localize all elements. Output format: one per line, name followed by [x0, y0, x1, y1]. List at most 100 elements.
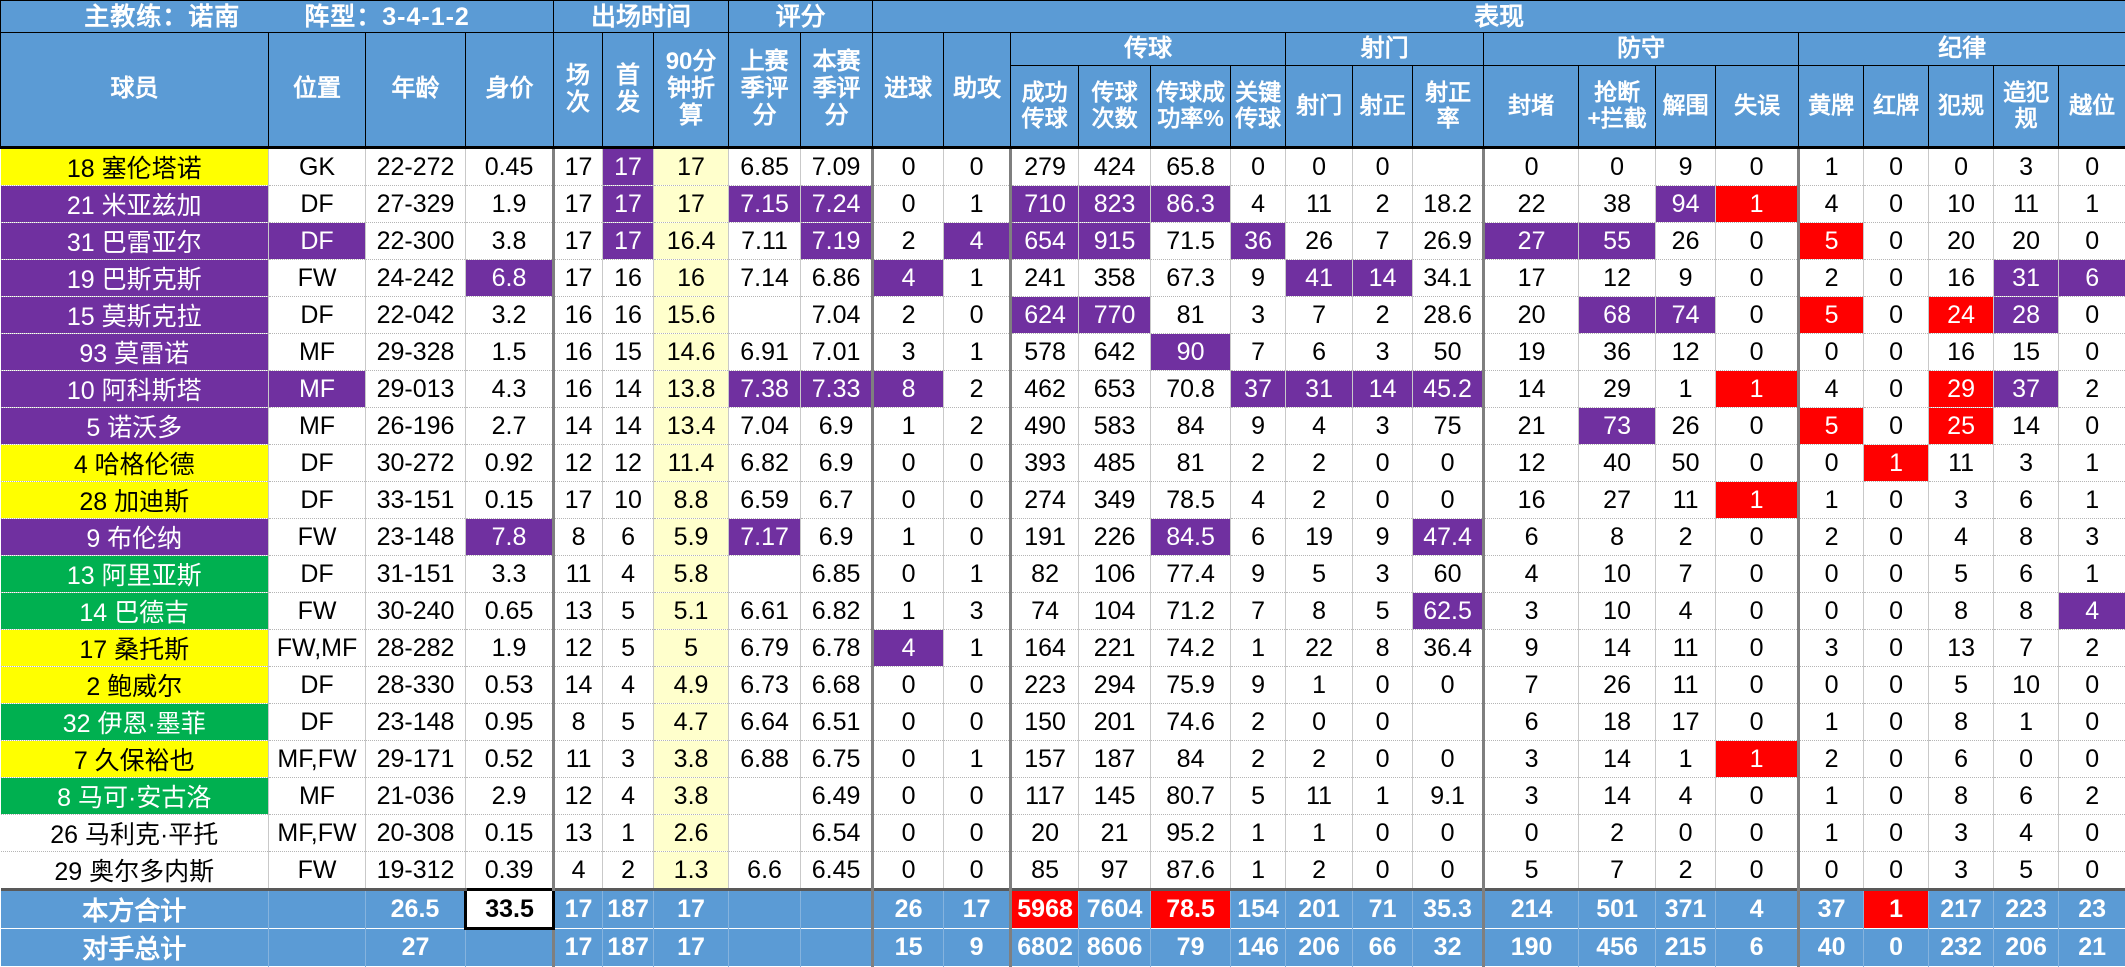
cell-goals[interactable]: 3 — [873, 334, 944, 371]
cell-rating-current[interactable]: 6.85 — [801, 556, 873, 593]
cell-position[interactable]: DF — [269, 667, 366, 704]
cell-red-cards[interactable]: 1 — [1864, 890, 1929, 929]
cell-rating-current[interactable]: 6.9 — [801, 519, 873, 556]
cell-key-passes[interactable]: 2 — [1231, 704, 1286, 741]
cell-assists[interactable]: 2 — [944, 371, 1011, 408]
cell-position[interactable]: DF — [269, 482, 366, 519]
cell-fouls-drawn[interactable]: 6 — [1994, 482, 2059, 519]
cell-red-cards[interactable]: 0 — [1864, 260, 1929, 297]
cell-shots[interactable]: 0 — [1286, 148, 1353, 186]
cell-shot-accuracy[interactable]: 0 — [1413, 482, 1484, 519]
cell-fouls[interactable]: 10 — [1929, 186, 1994, 223]
cell-errors[interactable]: 0 — [1716, 667, 1799, 704]
cell-goals[interactable]: 0 — [873, 852, 944, 890]
cell-per90[interactable]: 8.8 — [654, 482, 729, 519]
cell-passes-completed[interactable]: 710 — [1011, 186, 1079, 223]
cell-value[interactable]: 0.15 — [466, 482, 554, 519]
cell-tackles-interceptions[interactable]: 68 — [1579, 297, 1656, 334]
cell-apps[interactable]: 17 — [554, 482, 603, 519]
cell-rating-last[interactable]: 6.6 — [729, 852, 801, 890]
cell-tackles-interceptions[interactable]: 2 — [1579, 815, 1656, 852]
cell-rating-current[interactable]: 6.82 — [801, 593, 873, 630]
cell-pass-pct[interactable]: 77.4 — [1151, 556, 1231, 593]
cell-pass-pct[interactable]: 81 — [1151, 445, 1231, 482]
cell-age[interactable]: 27 — [366, 929, 466, 967]
cell-per90[interactable]: 14.6 — [654, 334, 729, 371]
cell-blocks[interactable]: 21 — [1484, 408, 1579, 445]
cell-clearances[interactable]: 4 — [1656, 593, 1716, 630]
cell-value[interactable]: 7.8 — [466, 519, 554, 556]
cell-fouls-drawn[interactable]: 3 — [1994, 445, 2059, 482]
cell-clearances[interactable]: 74 — [1656, 297, 1716, 334]
cell-key-passes[interactable]: 2 — [1231, 741, 1286, 778]
cell-position[interactable]: MF — [269, 778, 366, 815]
cell-shot-accuracy[interactable]: 26.9 — [1413, 223, 1484, 260]
cell-blocks[interactable]: 190 — [1484, 929, 1579, 967]
cell-fouls-drawn[interactable]: 206 — [1994, 929, 2059, 967]
cell-rating-current[interactable]: 6.68 — [801, 667, 873, 704]
cell-clearances[interactable]: 11 — [1656, 482, 1716, 519]
cell-fouls[interactable]: 5 — [1929, 556, 1994, 593]
cell-position[interactable]: GK — [269, 148, 366, 186]
cell-passes-completed[interactable]: 393 — [1011, 445, 1079, 482]
cell-per90[interactable]: 5.9 — [654, 519, 729, 556]
cell-clearances[interactable]: 9 — [1656, 148, 1716, 186]
cell-value[interactable]: 3.2 — [466, 297, 554, 334]
cell-per90[interactable]: 15.6 — [654, 297, 729, 334]
cell-rating-current[interactable]: 7.33 — [801, 371, 873, 408]
cell-offsides[interactable]: 21 — [2059, 929, 2125, 967]
cell-goals[interactable]: 0 — [873, 778, 944, 815]
cell-shot-accuracy[interactable]: 62.5 — [1413, 593, 1484, 630]
cell-pass-pct[interactable]: 65.8 — [1151, 148, 1231, 186]
cell-pass-attempts[interactable]: 226 — [1079, 519, 1151, 556]
cell-age[interactable]: 23-148 — [366, 519, 466, 556]
cell-shots-on-target[interactable]: 66 — [1353, 929, 1413, 967]
cell-pass-attempts[interactable]: 424 — [1079, 148, 1151, 186]
cell-shot-accuracy[interactable]: 75 — [1413, 408, 1484, 445]
cell-value[interactable]: 0.95 — [466, 704, 554, 741]
cell-apps[interactable]: 12 — [554, 445, 603, 482]
cell-per90[interactable]: 17 — [654, 890, 729, 929]
cell-clearances[interactable]: 1 — [1656, 741, 1716, 778]
cell-starts[interactable]: 1 — [603, 815, 654, 852]
cell-tackles-interceptions[interactable]: 456 — [1579, 929, 1656, 967]
cell-per90[interactable]: 2.6 — [654, 815, 729, 852]
cell-goals[interactable]: 0 — [873, 667, 944, 704]
cell-offsides[interactable]: 0 — [2059, 704, 2125, 741]
cell-blocks[interactable]: 9 — [1484, 630, 1579, 667]
cell-goals[interactable]: 8 — [873, 371, 944, 408]
cell-rating-last[interactable]: 6.73 — [729, 667, 801, 704]
cell-rating-current[interactable]: 6.78 — [801, 630, 873, 667]
cell-fouls[interactable]: 8 — [1929, 704, 1994, 741]
cell-fouls-drawn[interactable]: 0 — [1994, 741, 2059, 778]
cell-apps[interactable]: 8 — [554, 519, 603, 556]
player-name-cell[interactable]: 2 鲍威尔 — [1, 667, 269, 704]
cell-fouls[interactable]: 4 — [1929, 519, 1994, 556]
cell-shots-on-target[interactable]: 9 — [1353, 519, 1413, 556]
cell-apps[interactable]: 17 — [554, 223, 603, 260]
cell-starts[interactable]: 16 — [603, 260, 654, 297]
cell-age[interactable]: 22-272 — [366, 148, 466, 186]
cell-key-passes[interactable]: 7 — [1231, 593, 1286, 630]
cell-assists[interactable]: 0 — [944, 704, 1011, 741]
cell-passes-completed[interactable]: 462 — [1011, 371, 1079, 408]
cell-blocks[interactable]: 19 — [1484, 334, 1579, 371]
cell-errors[interactable]: 0 — [1716, 334, 1799, 371]
cell-age[interactable]: 24-242 — [366, 260, 466, 297]
cell-offsides[interactable]: 23 — [2059, 890, 2125, 929]
cell-red-cards[interactable]: 0 — [1864, 815, 1929, 852]
cell-clearances[interactable]: 1 — [1656, 371, 1716, 408]
cell-red-cards[interactable]: 0 — [1864, 519, 1929, 556]
cell-blocks[interactable]: 12 — [1484, 445, 1579, 482]
cell-rating-last[interactable]: 6.64 — [729, 704, 801, 741]
cell-pass-attempts[interactable]: 485 — [1079, 445, 1151, 482]
player-name-cell[interactable]: 32 伊恩·墨菲 — [1, 704, 269, 741]
cell-rating-last[interactable]: 6.59 — [729, 482, 801, 519]
cell-yellow-cards[interactable]: 1 — [1799, 704, 1864, 741]
cell-key-passes[interactable]: 36 — [1231, 223, 1286, 260]
cell-pass-pct[interactable]: 67.3 — [1151, 260, 1231, 297]
cell-clearances[interactable]: 50 — [1656, 445, 1716, 482]
cell-offsides[interactable]: 0 — [2059, 148, 2125, 186]
cell-assists[interactable]: 0 — [944, 445, 1011, 482]
cell-value[interactable]: 0.39 — [466, 852, 554, 890]
